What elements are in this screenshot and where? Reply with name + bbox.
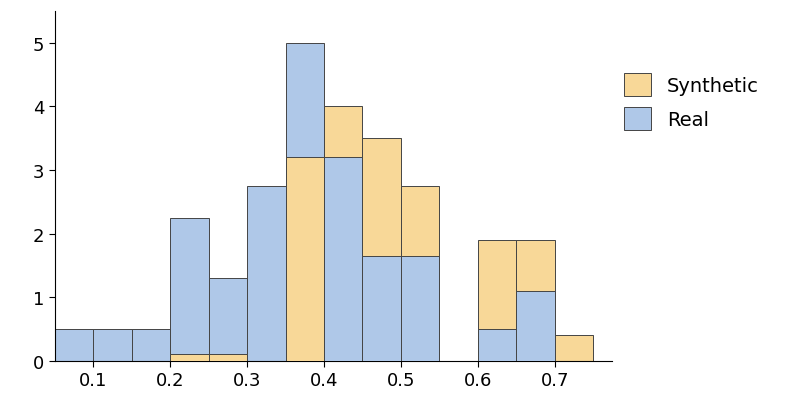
Bar xyxy=(170,354,209,361)
Bar xyxy=(517,291,555,361)
Bar xyxy=(93,329,132,361)
Bar xyxy=(286,44,324,361)
Bar xyxy=(55,329,93,361)
Bar xyxy=(324,107,363,361)
Bar xyxy=(286,158,324,361)
Legend: Synthetic, Real: Synthetic, Real xyxy=(624,74,758,130)
Bar xyxy=(132,329,170,361)
Bar xyxy=(247,186,286,361)
Bar xyxy=(401,256,440,361)
Bar xyxy=(478,329,517,361)
Bar xyxy=(478,240,517,361)
Bar xyxy=(555,336,593,361)
Bar xyxy=(517,240,555,361)
Bar xyxy=(401,186,440,361)
Bar xyxy=(363,256,401,361)
Bar xyxy=(209,354,247,361)
Bar xyxy=(170,218,209,361)
Bar xyxy=(324,158,363,361)
Bar xyxy=(363,139,401,361)
Bar xyxy=(209,278,247,361)
